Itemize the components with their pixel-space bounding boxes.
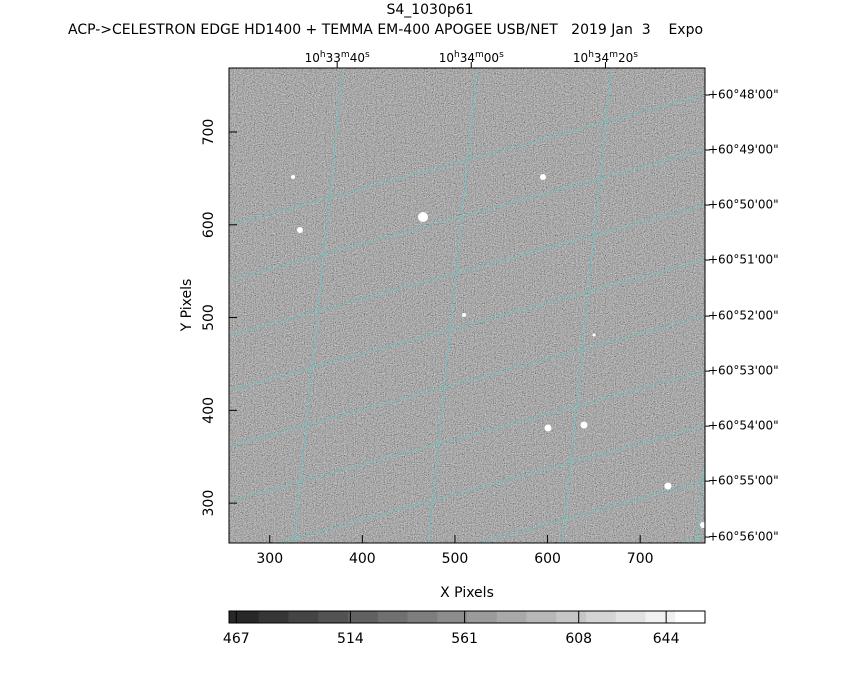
ra-number: 34 xyxy=(460,51,475,65)
dec-tick-label: +60°54'00" xyxy=(708,419,779,433)
colorbar-frame xyxy=(228,610,706,624)
ra-unit: m xyxy=(609,50,618,60)
chart-title: S4_1030p61 xyxy=(386,2,473,18)
ra-unit: h xyxy=(320,50,326,60)
dec-tick-label: +60°52'00" xyxy=(708,309,779,323)
colorbar-segment xyxy=(496,611,527,623)
grid-line xyxy=(229,94,705,226)
star xyxy=(462,313,466,317)
colorbar-segment xyxy=(615,611,646,623)
dec-tick-label: +60°56'00" xyxy=(708,530,779,544)
ra-number: 00 xyxy=(484,51,499,65)
colorbar-tick-label: 561 xyxy=(451,631,478,647)
ra-number: 40 xyxy=(350,51,365,65)
star xyxy=(580,421,588,429)
ra-number: 10 xyxy=(439,51,454,65)
dec-tick-label: +60°50'00" xyxy=(708,198,779,212)
grid-line xyxy=(293,68,344,543)
chart-subtitle: ACP->CELESTRON EDGE HD1400 + TEMMA EM-40… xyxy=(68,22,703,38)
y-tick-label: 300 xyxy=(201,490,217,517)
colorbar-segment xyxy=(645,611,676,623)
colorbar-tick-label: 608 xyxy=(565,631,592,647)
y-axis-label: Y Pixels xyxy=(179,279,195,333)
stars xyxy=(291,174,705,528)
grid-line xyxy=(229,259,705,391)
ra-unit: m xyxy=(475,50,484,60)
x-tick-label: 500 xyxy=(442,551,469,567)
ra-number: 10 xyxy=(573,51,588,65)
colorbar-segment xyxy=(318,611,349,623)
colorbar-segment xyxy=(258,611,289,623)
colorbar: 467 514 561 608 644 xyxy=(223,610,706,647)
frame xyxy=(228,67,706,544)
star xyxy=(544,424,552,432)
grid-line xyxy=(476,480,705,543)
dec-tick-label: +60°51'00" xyxy=(708,253,779,267)
ra-tick-label: 10h33m40s xyxy=(305,50,370,65)
ra-number: 10 xyxy=(305,51,320,65)
colorbar-tick-label: 467 xyxy=(223,631,250,647)
colorbar-segment xyxy=(526,611,557,623)
ra-unit: s xyxy=(365,50,370,60)
colorbar-segment xyxy=(229,611,260,623)
colorbar-tick-label: 644 xyxy=(653,631,680,647)
grid-line xyxy=(229,149,705,281)
colorbar-tick-label: 514 xyxy=(337,631,364,647)
image-noise xyxy=(229,68,705,543)
ra-tick-label: 10h34m00s xyxy=(439,50,504,65)
colorbar-segment xyxy=(348,611,379,623)
colorbar-segment xyxy=(377,611,408,623)
ra-tick-label: 10h34m20s xyxy=(573,50,638,65)
grid xyxy=(229,68,705,543)
star xyxy=(700,522,705,528)
x-axis-label: X Pixels xyxy=(440,585,494,601)
x-tick-label: 300 xyxy=(256,551,283,567)
star xyxy=(664,482,672,490)
star xyxy=(418,212,428,222)
grid-line xyxy=(427,68,478,543)
grid-line xyxy=(229,370,705,502)
image xyxy=(229,68,705,543)
ra-number: 33 xyxy=(326,51,341,65)
ra-unit: s xyxy=(633,50,638,60)
ra-unit: m xyxy=(341,50,350,60)
dec-tick-label: +60°49'00" xyxy=(708,143,779,157)
ra-unit: s xyxy=(499,50,504,60)
ra-unit: h xyxy=(454,50,460,60)
star xyxy=(291,175,295,179)
star xyxy=(540,174,546,180)
y-tick-label: 600 xyxy=(201,211,217,238)
x-tick-label: 400 xyxy=(349,551,376,567)
star xyxy=(297,227,303,233)
colorbar-segment xyxy=(437,611,468,623)
grid-line xyxy=(562,68,612,543)
dec-tick-label: +60°53'00" xyxy=(708,364,779,378)
dec-tick-label: +60°48'00" xyxy=(708,87,779,101)
ra-number: 34 xyxy=(594,51,609,65)
ra-number: 20 xyxy=(618,51,633,65)
star xyxy=(592,333,596,337)
colorbar-segment xyxy=(467,611,498,623)
grid-line xyxy=(229,315,705,447)
colorbar-segment xyxy=(407,611,438,623)
colorbar-segment xyxy=(586,611,617,623)
ra-unit: h xyxy=(588,50,594,60)
dec-tick-label: +60°55'00" xyxy=(708,474,779,488)
grid-line xyxy=(229,204,705,336)
colorbar-segment xyxy=(556,611,587,623)
colorbar-segment xyxy=(288,611,319,623)
y-tick-label: 700 xyxy=(201,119,217,146)
grid-line xyxy=(275,425,705,543)
grid-line-extra xyxy=(696,455,705,543)
y-tick-label: 400 xyxy=(201,397,217,424)
x-tick-label: 600 xyxy=(534,551,561,567)
colorbar-segment xyxy=(675,611,706,623)
y-tick-label: 500 xyxy=(201,304,217,331)
x-tick-label: 700 xyxy=(627,551,654,567)
